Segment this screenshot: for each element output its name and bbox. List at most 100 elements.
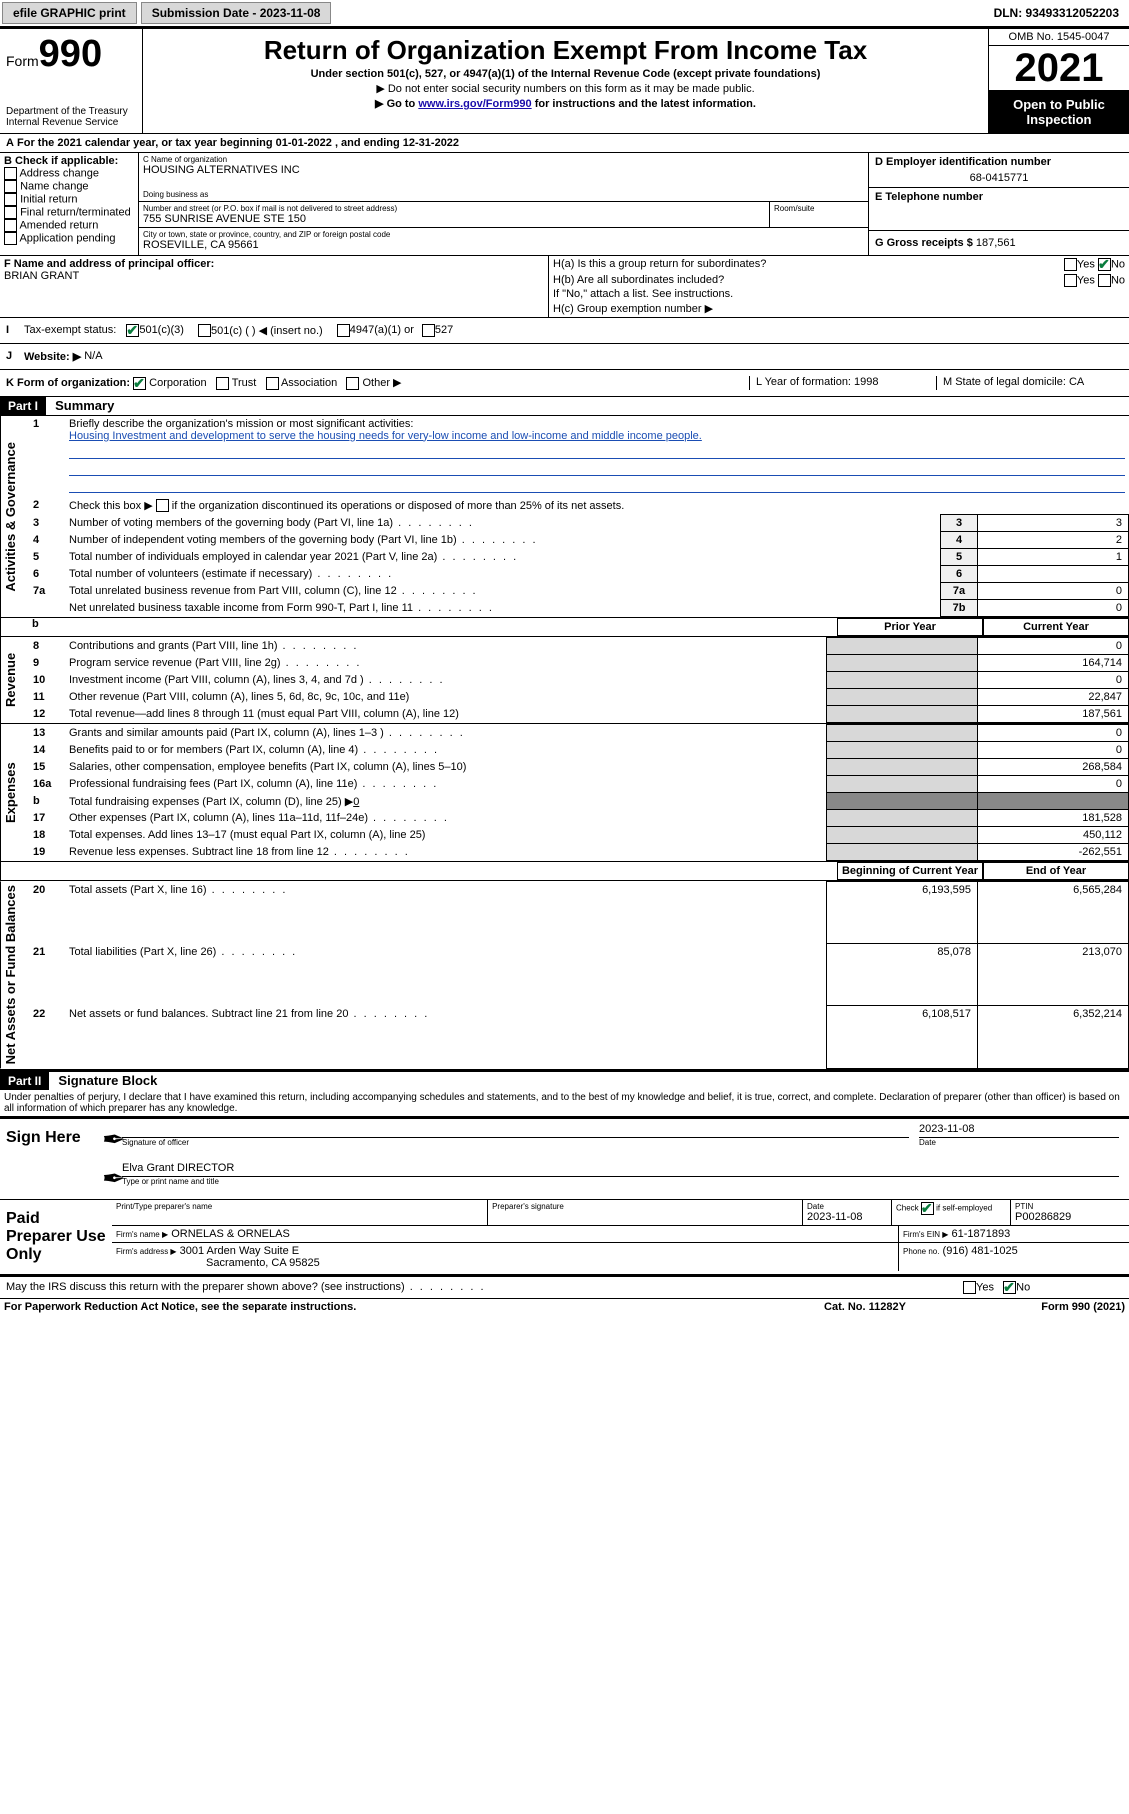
m-state: M State of legal domicile: CA <box>936 376 1123 390</box>
top-toolbar: efile GRAPHIC print Submission Date - 20… <box>0 0 1129 26</box>
efile-print-button[interactable]: efile GRAPHIC print <box>2 2 137 24</box>
expenses-section: Expenses 13Grants and similar amounts pa… <box>0 724 1129 862</box>
firm-name: ORNELAS & ORNELAS <box>171 1228 290 1240</box>
part1-header-row: Part I Summary <box>0 397 1129 416</box>
firm-addr1: 3001 Arden Way Suite E <box>180 1245 299 1257</box>
may-irs-no[interactable] <box>1003 1281 1016 1294</box>
val-9c: 164,714 <box>978 655 1129 672</box>
check-address-change[interactable]: Address change <box>4 167 134 180</box>
val-8c: 0 <box>978 638 1129 655</box>
subtitle-1: Under section 501(c), 527, or 4947(a)(1)… <box>153 68 978 80</box>
officer-name: BRIAN GRANT <box>4 270 544 282</box>
street-address: 755 SUNRISE AVENUE STE 150 <box>143 213 765 225</box>
irs-label: Internal Revenue Service <box>6 117 136 128</box>
val-5: 1 <box>978 549 1129 566</box>
check-discontinued[interactable] <box>156 499 169 512</box>
val-7b: 0 <box>978 600 1129 617</box>
val-6 <box>978 566 1129 583</box>
val-14c: 0 <box>978 742 1129 759</box>
check-association[interactable] <box>266 377 279 390</box>
firm-phone: (916) 481-1025 <box>943 1245 1018 1257</box>
val-16ac: 0 <box>978 776 1129 793</box>
check-corporation[interactable] <box>133 377 146 390</box>
dln-label: DLN: 93493312052203 <box>994 6 1127 20</box>
side-label-ag: Activities & Governance <box>0 416 29 618</box>
net-assets-section: Net Assets or Fund Balances 20Total asse… <box>0 881 1129 1071</box>
val-19c: -262,551 <box>978 844 1129 861</box>
c-label: C Name of organization <box>143 155 864 164</box>
part2-badge: Part II <box>0 1072 49 1090</box>
tax-year: 2021 <box>989 46 1129 91</box>
check-application-pending[interactable]: Application pending <box>4 232 134 245</box>
type-print-label: Type or print name and title <box>122 1177 1119 1186</box>
revenue-section: Revenue 8Contributions and grants (Part … <box>0 637 1129 724</box>
val-4: 2 <box>978 532 1129 549</box>
may-irs-row: May the IRS discuss this return with the… <box>0 1277 1129 1299</box>
e-label: E Telephone number <box>875 191 1123 203</box>
page-footer: For Paperwork Reduction Act Notice, see … <box>0 1299 1129 1315</box>
city-label: City or town, state or province, country… <box>143 230 864 239</box>
addr-label: Number and street (or P.O. box if mail i… <box>143 204 765 213</box>
klm-row: K Form of organization: Corporation Trus… <box>0 370 1129 397</box>
gross-receipts: 187,561 <box>976 237 1016 249</box>
ha-yes[interactable] <box>1064 258 1077 271</box>
h-b-note: If "No," attach a list. See instructions… <box>553 288 1125 300</box>
ha-no[interactable] <box>1098 258 1111 271</box>
side-label-expenses: Expenses <box>0 724 29 861</box>
val-20e: 6,565,284 <box>978 882 1129 944</box>
hb-no[interactable] <box>1098 274 1111 287</box>
org-name: HOUSING ALTERNATIVES INC <box>143 164 864 176</box>
check-final-return[interactable]: Final return/terminated <box>4 206 134 219</box>
val-7a: 0 <box>978 583 1129 600</box>
firm-addr2: Sacramento, CA 95825 <box>206 1257 320 1269</box>
check-501c3[interactable] <box>126 324 139 337</box>
check-other[interactable] <box>346 377 359 390</box>
h-b: H(b) Are all subordinates included? Yes … <box>553 274 1125 286</box>
l-year: L Year of formation: 1998 <box>749 376 936 390</box>
val-13c: 0 <box>978 725 1129 742</box>
activities-governance-section: Activities & Governance 1 Briefly descri… <box>0 416 1129 619</box>
val-22e: 6,352,214 <box>978 1006 1129 1068</box>
room-label: Room/suite <box>774 204 864 213</box>
paid-preparer-label: Paid Preparer Use Only <box>0 1200 112 1274</box>
check-name-change[interactable]: Name change <box>4 180 134 193</box>
form-header: Form990 Department of the Treasury Inter… <box>0 29 1129 134</box>
check-4947[interactable] <box>337 324 350 337</box>
check-527[interactable] <box>422 324 435 337</box>
check-amended-return[interactable]: Amended return <box>4 219 134 232</box>
sig-officer-label: Signature of officer <box>122 1138 909 1147</box>
submission-date-button[interactable]: Submission Date - 2023-11-08 <box>141 2 332 24</box>
may-irs-yes[interactable] <box>963 1281 976 1294</box>
val-21b: 85,078 <box>827 944 978 1006</box>
val-10c: 0 <box>978 672 1129 689</box>
check-self-employed[interactable] <box>921 1202 934 1215</box>
prep-date: 2023-11-08 <box>807 1211 887 1223</box>
cat-no: Cat. No. 11282Y <box>765 1301 965 1313</box>
officer-group-block: F Name and address of principal officer:… <box>0 256 1129 318</box>
side-label-netassets: Net Assets or Fund Balances <box>0 881 29 1068</box>
sign-here-label: Sign Here <box>0 1119 92 1199</box>
instructions-link[interactable]: www.irs.gov/Form990 <box>418 98 531 110</box>
hb-yes[interactable] <box>1064 274 1077 287</box>
omb-number: OMB No. 1545-0047 <box>989 29 1129 46</box>
val-12c: 187,561 <box>978 706 1129 723</box>
dept-label: Department of the Treasury <box>6 106 136 117</box>
check-trust[interactable] <box>216 377 229 390</box>
val-20b: 6,193,595 <box>827 882 978 944</box>
website-row: J Website: ▶ N/A <box>0 344 1129 370</box>
mission-text: Housing Investment and development to se… <box>69 430 702 442</box>
check-501c[interactable] <box>198 324 211 337</box>
ptin-value: P00286829 <box>1015 1211 1125 1223</box>
website-value: N/A <box>84 350 102 363</box>
open-public-badge: Open to Public Inspection <box>989 91 1129 133</box>
sign-here-block: Sign Here ✒ Signature of officer 2023-11… <box>0 1116 1129 1200</box>
entity-block: B Check if applicable: Address change Na… <box>0 153 1129 256</box>
val-17c: 181,528 <box>978 810 1129 827</box>
check-initial-return[interactable]: Initial return <box>4 193 134 206</box>
subtitle-3: ▶ Go to www.irs.gov/Form990 for instruct… <box>153 97 978 110</box>
beg-end-header: Beginning of Current Year End of Year <box>0 862 1129 881</box>
part2-header-row: Part II Signature Block <box>0 1072 1129 1090</box>
city-state-zip: ROSEVILLE, CA 95661 <box>143 239 864 251</box>
subtitle-2: ▶ Do not enter social security numbers o… <box>153 82 978 95</box>
sig-date: 2023-11-08 <box>919 1123 1119 1138</box>
